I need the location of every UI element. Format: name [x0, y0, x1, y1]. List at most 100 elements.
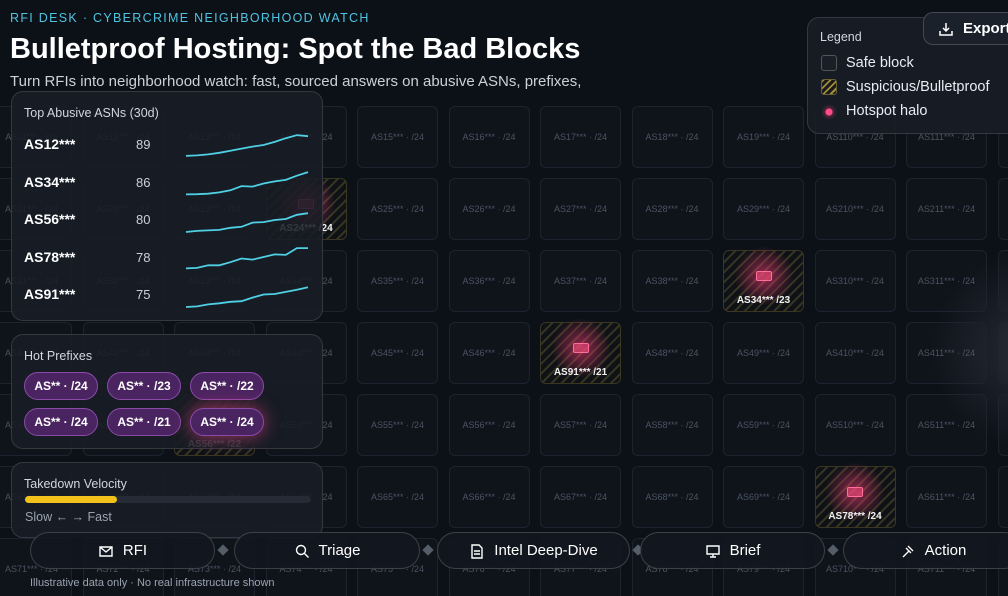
- tile-label: AS29*** · /24: [736, 204, 791, 214]
- asn-name: AS91***: [24, 286, 76, 302]
- tile-label: AS19*** · /24: [736, 132, 791, 142]
- tile-label: AS110*** · /24: [826, 132, 884, 142]
- tile: AS57*** · /24: [540, 394, 621, 456]
- tile: AS59*** · /24: [723, 394, 804, 456]
- prefix-chip[interactable]: AS** · /24: [190, 408, 264, 436]
- tile: AS55*** · /24: [357, 394, 438, 456]
- hot-prefixes-panel: Hot Prefixes AS** · /24 AS** · /23 AS** · …: [11, 334, 323, 449]
- prefix-chip[interactable]: AS** · /23: [107, 372, 181, 400]
- sparkline-line: [185, 134, 309, 157]
- tile-label: AS73*** · /24: [187, 564, 242, 574]
- nav-label: Action: [924, 542, 967, 559]
- icon: [99, 545, 113, 557]
- tile-label: AS311*** · /24: [917, 276, 976, 286]
- tile-label: AS91*** /21: [553, 367, 608, 378]
- icon: [902, 545, 914, 557]
- tile: AS412*** · /24: [997, 322, 1008, 384]
- tile: AS67*** · /24: [540, 466, 621, 528]
- tile: AS511*** · /24: [906, 394, 987, 456]
- tile: AS36*** · /24: [448, 250, 530, 312]
- asn-row: AS34*** 86: [24, 168, 314, 196]
- panel-title: Takedown Velocity: [24, 477, 127, 491]
- tile: AS312*** · /24: [997, 250, 1008, 312]
- tile: AS512*** · /24: [997, 394, 1008, 456]
- nav-pill[interactable]: RFI: [30, 532, 215, 569]
- tile-label: AS37*** · /24: [553, 276, 608, 286]
- tile-label: AS45*** · /24: [370, 348, 425, 358]
- tile: AS56*** · /24: [448, 394, 530, 456]
- tile: AS27*** · /24: [540, 178, 621, 240]
- tile-label: AS711*** · /24: [917, 564, 976, 574]
- tile: AS26*** · /24: [448, 178, 530, 240]
- icon-path: [471, 543, 483, 559]
- tile: AS19*** · /24: [723, 106, 804, 168]
- tile: AS310*** · /24: [814, 250, 896, 312]
- tile: AS15*** · /24: [357, 106, 438, 168]
- tile: AS68*** · /24: [631, 466, 713, 528]
- nav-pill[interactable]: Action: [843, 532, 1008, 569]
- tile-label: AS27*** · /24: [553, 204, 608, 214]
- tile-label: AS79*** · /24: [736, 564, 791, 574]
- asn-score: 86: [136, 174, 151, 190]
- prefix-chip[interactable]: AS** · /22: [190, 372, 264, 400]
- sparkline-line: [185, 246, 308, 269]
- tile: AS410*** · /24: [814, 322, 896, 384]
- tile-label: AS210*** · /24: [825, 204, 885, 214]
- tile-label: AS38*** · /24: [645, 276, 699, 286]
- nav-label: RFI: [122, 542, 148, 559]
- prefix-chip[interactable]: AS** · /24: [24, 372, 98, 400]
- title: Bulletproof Hosting: Spot the Bad Blocks: [10, 33, 581, 65]
- tile: AS66*** · /24: [448, 466, 530, 528]
- swatch: [821, 104, 837, 120]
- tile: AS28*** · /24: [631, 178, 713, 240]
- legend-item: Hotspot halo: [846, 103, 928, 119]
- asn-score: 89: [136, 137, 151, 152]
- tile: AS611*** · /24: [906, 466, 987, 528]
- asn-score: 78: [136, 249, 151, 265]
- panel-title: Hot Prefixes: [24, 349, 93, 363]
- suspicious-tile: AS34*** /23: [723, 246, 804, 312]
- tile: AS46*** · /24: [448, 322, 530, 384]
- prefix-chip[interactable]: AS** · /24: [24, 408, 98, 436]
- tile-icon: [755, 271, 772, 282]
- tile: AS25*** · /24: [357, 178, 438, 240]
- tile-label: AS56*** · /24: [462, 420, 516, 430]
- tile-label: AS78*** · /24: [645, 564, 699, 574]
- velocity-track: [25, 496, 311, 503]
- sparkline: [185, 246, 308, 269]
- tile-label: AS34*** /23: [736, 295, 791, 306]
- legend-title: Legend: [820, 30, 862, 44]
- tile-label: AS111*** · /24: [918, 132, 975, 142]
- tile: AS411*** · /24: [906, 322, 987, 384]
- tile: AS510*** · /24: [814, 394, 896, 456]
- prefix-chip[interactable]: AS** · /21: [107, 408, 181, 436]
- tile-label: AS18*** · /24: [645, 132, 699, 142]
- tile-label: AS16*** · /24: [462, 132, 516, 142]
- tile: AS35*** · /24: [357, 250, 438, 312]
- nav-pill[interactable]: Triage: [234, 532, 420, 569]
- icon: [939, 22, 953, 36]
- asn-name: AS12***: [24, 136, 76, 152]
- tile: AS212*** · /24: [997, 178, 1008, 240]
- tile: AS45*** · /24: [357, 322, 438, 384]
- nav-pill[interactable]: Brief: [640, 532, 825, 569]
- panel-title: Top Abusive ASNs (30d): [24, 106, 159, 120]
- sparkline: [185, 286, 309, 308]
- icon-path: [902, 545, 914, 557]
- tile-label: AS26*** · /24: [462, 204, 516, 214]
- asn-score: 75: [136, 287, 151, 302]
- tile: AS38*** · /24: [631, 250, 713, 312]
- tile: AS311*** · /24: [906, 250, 987, 312]
- velocity-bar: [25, 496, 117, 503]
- tile: AS69*** · /24: [723, 466, 804, 528]
- nav-pill[interactable]: Intel Deep-Dive: [437, 532, 630, 569]
- tile-label: AS310*** · /24: [825, 276, 885, 286]
- icon: [471, 543, 483, 559]
- velocity-scale: Slow ← → Fast: [25, 510, 112, 524]
- sparkline-line: [185, 286, 309, 308]
- tile-icon: [847, 487, 863, 498]
- export-button[interactable]: Export: [923, 12, 1008, 45]
- footer: Illustrative data only · No real infrast…: [30, 577, 275, 589]
- asn-row: AS12*** 89: [24, 130, 314, 158]
- tile: AS48*** · /24: [631, 322, 713, 384]
